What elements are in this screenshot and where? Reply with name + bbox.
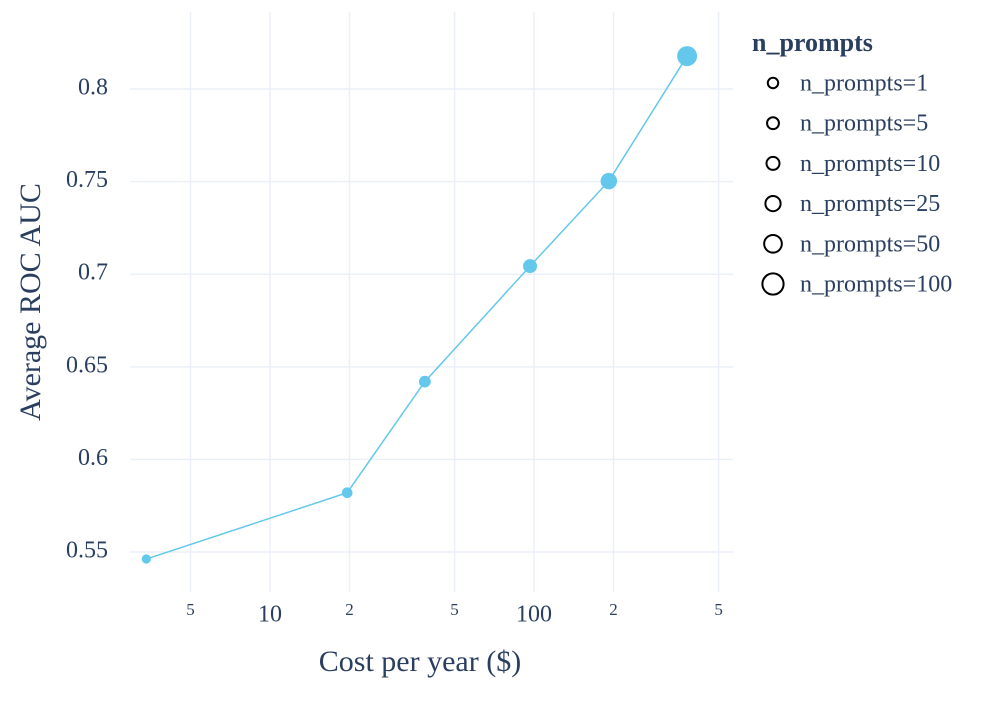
y-tick-label: 0.8 bbox=[78, 75, 108, 101]
legend-symbol bbox=[765, 155, 781, 171]
x-tick-label: 100 bbox=[516, 602, 552, 628]
data-point bbox=[418, 375, 431, 388]
legend-label: n_prompts=100 bbox=[800, 272, 952, 298]
legend-label: n_prompts=10 bbox=[800, 151, 940, 177]
legend-label: n_prompts=5 bbox=[800, 111, 928, 137]
y-tick-label: 0.6 bbox=[78, 445, 108, 471]
legend-label: n_prompts=25 bbox=[800, 191, 940, 217]
y-tick-label: 0.55 bbox=[66, 538, 108, 564]
x-tick-label: 2 bbox=[609, 600, 618, 619]
legend-symbol bbox=[766, 116, 780, 131]
x-tick-label: 5 bbox=[186, 600, 195, 619]
y-tick-label: 0.75 bbox=[66, 167, 108, 193]
data-point bbox=[341, 487, 353, 499]
legend-symbol bbox=[763, 233, 783, 254]
data-line bbox=[146, 55, 688, 560]
data-point bbox=[677, 46, 698, 67]
x-tick-label: 2 bbox=[345, 600, 354, 619]
x-tick-label: 5 bbox=[714, 600, 723, 619]
legend-label: n_prompts=50 bbox=[800, 231, 940, 257]
y-tick-label: 0.65 bbox=[66, 352, 108, 378]
y-tick-label: 0.7 bbox=[78, 260, 108, 286]
legend-title: n_prompts bbox=[752, 28, 873, 57]
legend-symbol bbox=[766, 76, 780, 90]
data-point bbox=[600, 172, 618, 190]
data-point bbox=[141, 554, 151, 564]
x-axis-title: Cost per year ($) bbox=[319, 645, 521, 678]
legend-symbol bbox=[764, 195, 782, 213]
data-point bbox=[523, 259, 538, 274]
x-tick-label: 5 bbox=[450, 600, 459, 619]
y-axis-title: Average ROC AUC bbox=[14, 183, 47, 421]
legend-symbol bbox=[761, 272, 785, 296]
legend-label: n_prompts=1 bbox=[800, 71, 928, 97]
x-tick-label: 10 bbox=[258, 602, 282, 628]
